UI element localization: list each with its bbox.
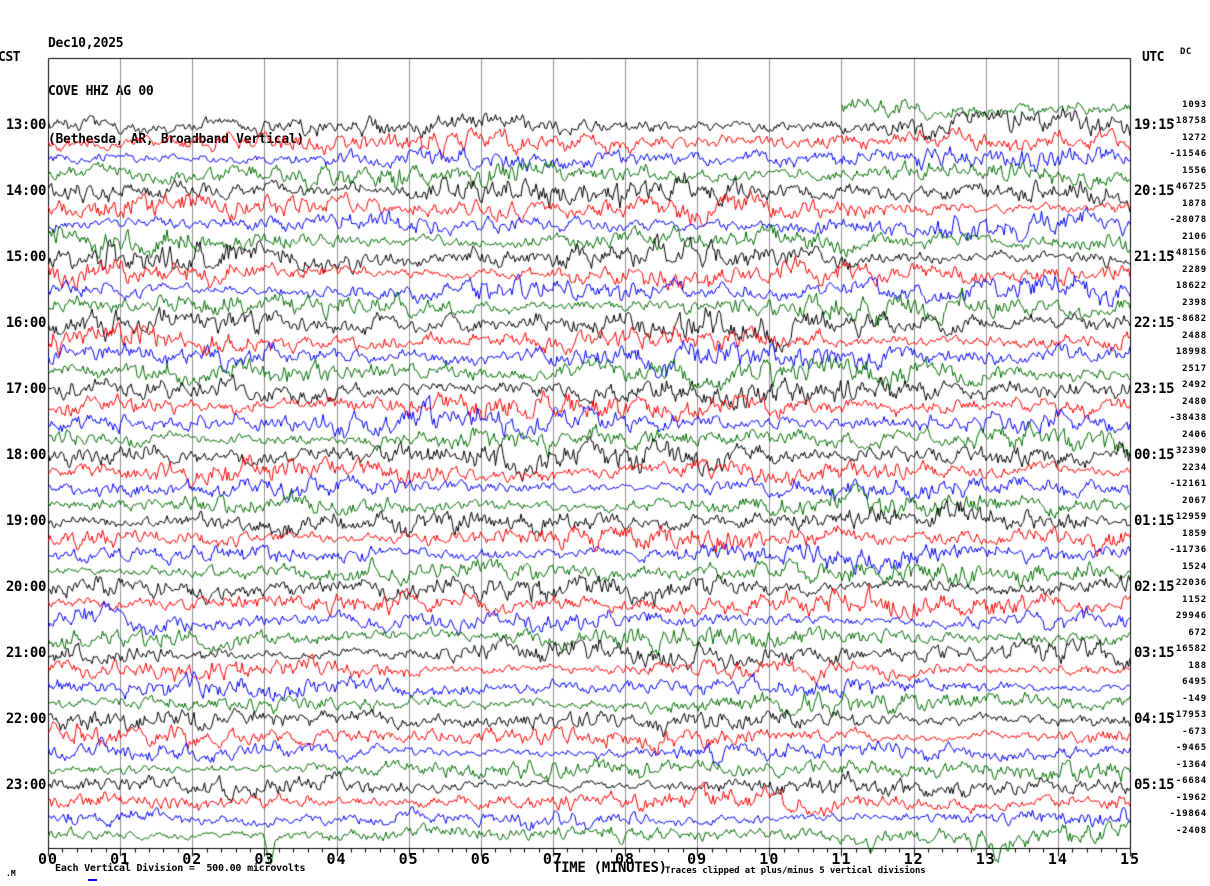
dc-offset-value: 32390 [1175,446,1207,457]
scale-note: Each Vertical Division = 500.00 microvol… [55,863,306,874]
x-tick-label: 04 [326,850,347,868]
cst-time-label: 23:00 [5,777,47,794]
dc-offset-value: -11736 [1169,545,1207,556]
cst-time-label: 16:00 [5,315,47,332]
cst-time-label: 18:00 [5,447,47,464]
dc-offset-value: 2106 [1182,231,1207,242]
x-tick-label: 15 [1119,850,1141,868]
dc-offset-value: -18758 [1169,116,1207,126]
dc-offset-value: 672 [1188,627,1207,638]
cst-time-label: 14:00 [5,183,47,200]
utc-time-label: 19:15 [1134,117,1175,133]
cst-time-label: 20:00 [5,579,47,596]
dc-offset-value: -11546 [1169,149,1207,160]
utc-time-label: 04:15 [1134,711,1175,728]
dc-offset-value: -9465 [1175,743,1207,754]
x-tick-label: 13 [975,850,996,868]
dc-offset-value: -6684 [1175,776,1207,787]
dc-offset-value: 1152 [1182,594,1207,605]
utc-time-label: 05:15 [1134,777,1175,794]
dc-offset-value: -12161 [1169,479,1207,490]
x-tick-label: 11 [831,850,852,868]
dc-offset-value: 12959 [1175,512,1207,523]
utc-time-label: 00:15 [1134,447,1175,464]
cst-time-label: 13:00 [5,117,47,133]
x-tick-label: 06 [470,850,491,868]
dc-offset-value: -1962 [1175,792,1207,803]
underline-mark [88,879,97,881]
dc-offset-value: 1859 [1182,528,1207,539]
utc-time-label: 01:15 [1134,513,1175,530]
x-tick-label: 05 [398,850,419,868]
dc-offset-value: -17953 [1169,710,1207,721]
dc-offset-value: -48156 [1169,248,1207,259]
dc-offset-value: -1364 [1175,759,1207,770]
dc-offset-value: -38438 [1169,413,1207,424]
dc-offset-value: 18622 [1175,281,1207,292]
dc-offset-value: 1524 [1182,561,1207,572]
x-tick-label: 10 [759,850,780,868]
dc-offset-value: 29946 [1175,611,1207,622]
dc-offset-value: 1093 [1182,99,1207,110]
dc-offset-value: -19864 [1169,809,1207,820]
cst-time-label: 17:00 [5,381,47,398]
dc-offset-value: -149 [1182,693,1207,704]
dc-offset-value: 2488 [1182,330,1207,341]
dc-offset-value: 22036 [1175,578,1207,589]
dc-offset-value: 2492 [1182,380,1207,391]
dc-offset-value: 46725 [1175,182,1207,193]
x-tick-label: 14 [1047,850,1068,868]
utc-time-label: 22:15 [1134,315,1175,332]
x-tick-label: 09 [687,850,708,868]
x-tick-label: 00 [37,850,59,868]
cst-time-label: 21:00 [5,645,47,662]
dc-offset-value: 2289 [1182,264,1207,275]
dc-offset-value: -2408 [1175,825,1207,836]
dc-offset-value: 6495 [1182,677,1207,688]
cst-time-label: 15:00 [5,249,47,266]
dc-offset-value: -28078 [1169,215,1207,226]
dc-offset-value: 16582 [1175,644,1207,655]
time-axis-title: TIME (MINUTES) [553,860,667,876]
utc-time-label: 23:15 [1134,381,1175,398]
utc-time-label: 03:15 [1134,645,1175,662]
utc-time-label: 02:15 [1134,579,1175,596]
clip-note: Traces clipped at plus/minus 5 vertical … [665,866,926,876]
dc-offset-value: 2517 [1182,363,1207,374]
dc-offset-value: 1556 [1182,165,1207,176]
x-tick-label: 12 [903,850,924,868]
dc-offset-value: 1878 [1182,198,1207,209]
x-tick-label: 01 [110,850,131,868]
utc-time-label: 20:15 [1134,183,1175,200]
dc-offset-value: 2234 [1182,462,1207,473]
dc-offset-value: 2406 [1182,429,1207,440]
cst-time-label: 19:00 [5,513,47,530]
dc-offset-value: 2067 [1182,495,1207,506]
x-tick-label: 08 [615,850,636,868]
dc-offset-value: 1272 [1182,132,1207,143]
x-tick-label: 02 [182,850,203,868]
corner-mark: .M [6,869,16,878]
dc-offset-value: 2398 [1182,297,1207,308]
dc-offset-value: 18998 [1175,347,1207,358]
dc-offset-value: 188 [1188,660,1207,671]
cst-time-label: 22:00 [5,711,47,728]
dc-offset-value: -8682 [1175,314,1207,325]
dc-offset-value: 2480 [1182,396,1207,407]
dc-offset-value: -673 [1182,726,1207,737]
x-tick-label: 07 [542,850,563,868]
utc-time-label: 21:15 [1134,249,1175,266]
x-tick-label: 03 [254,850,275,868]
